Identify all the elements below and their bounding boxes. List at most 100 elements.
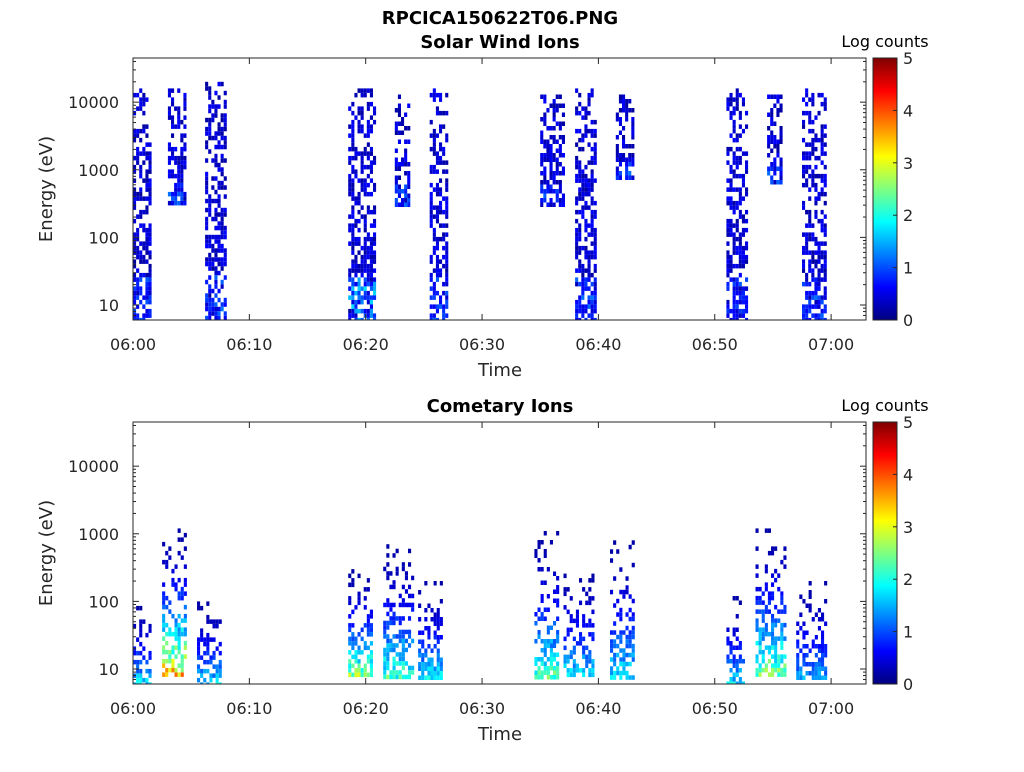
heatmap-cell xyxy=(590,169,594,174)
heatmap-cell xyxy=(805,92,809,98)
heatmap-cell xyxy=(174,582,178,587)
heatmap-cell xyxy=(373,254,377,260)
heatmap-cell xyxy=(799,612,803,617)
heatmap-cell xyxy=(220,153,224,159)
heatmap-cell xyxy=(404,661,408,666)
heatmap-cell xyxy=(783,672,787,677)
heatmap-cell xyxy=(439,205,443,210)
heatmap-cell xyxy=(357,241,361,246)
heatmap-cell xyxy=(369,191,373,197)
heatmap-cell xyxy=(174,631,178,637)
heatmap-cell xyxy=(209,677,213,683)
heatmap-cell xyxy=(543,639,547,644)
heatmap-cell xyxy=(218,668,222,674)
heatmap-cell xyxy=(148,250,152,255)
heatmap-cell xyxy=(357,124,361,129)
heatmap-cell xyxy=(427,662,431,667)
heatmap-cell xyxy=(351,308,355,314)
heatmap-cell xyxy=(220,171,224,177)
heatmap-cell xyxy=(145,259,149,264)
heatmap-cell xyxy=(771,550,775,556)
heatmap-cell xyxy=(436,626,440,631)
heatmap-cell xyxy=(139,290,143,296)
heatmap-cell xyxy=(439,146,443,152)
heatmap-cell xyxy=(142,97,146,102)
heatmap-cell xyxy=(761,600,765,605)
heatmap-cell xyxy=(208,288,212,294)
heatmap-cell xyxy=(625,643,629,649)
heatmap-cell xyxy=(817,608,821,613)
heatmap-cell xyxy=(133,92,137,98)
heatmap-cell xyxy=(386,562,390,567)
heatmap-cell xyxy=(546,189,550,194)
heatmap-cell xyxy=(139,169,143,174)
heatmap-cell xyxy=(817,317,821,320)
heatmap-cell xyxy=(369,250,373,255)
heatmap-cell xyxy=(587,263,591,269)
heatmap-cell xyxy=(429,286,433,291)
heatmap-cell xyxy=(366,155,370,161)
heatmap-cell xyxy=(200,673,204,678)
heatmap-cell xyxy=(631,130,635,135)
heatmap-cell xyxy=(435,133,439,138)
heatmap-cell xyxy=(537,558,541,563)
heatmap-cell xyxy=(628,643,632,649)
heatmap-cell xyxy=(729,263,733,269)
heatmap-cell xyxy=(162,663,166,668)
heatmap-cell xyxy=(369,650,373,655)
heatmap-cell xyxy=(615,153,619,158)
heatmap-cell xyxy=(808,110,812,116)
heatmap-cell xyxy=(373,286,377,291)
heatmap-cell xyxy=(439,160,443,165)
heatmap-cell xyxy=(814,173,818,179)
heatmap-cell xyxy=(148,155,152,161)
heatmap-cell xyxy=(133,623,137,629)
heatmap-cell xyxy=(348,124,352,129)
heatmap-cell xyxy=(223,248,227,253)
heatmap-cell xyxy=(167,106,171,111)
heatmap-cell xyxy=(811,97,815,102)
heatmap-cell xyxy=(726,308,730,314)
heatmap-cell xyxy=(540,130,544,135)
heatmap-cell xyxy=(171,88,175,93)
heatmap-cell xyxy=(615,117,619,122)
heatmap-cell xyxy=(183,196,187,201)
heatmap-cell xyxy=(566,659,570,664)
heatmap-cell xyxy=(145,272,149,278)
heatmap-cell xyxy=(808,299,812,305)
heatmap-cell xyxy=(386,656,390,662)
heatmap-cell xyxy=(373,236,377,242)
heatmap-cell xyxy=(814,286,818,291)
heatmap-cell xyxy=(796,621,800,626)
heatmap-cell xyxy=(552,103,556,108)
heatmap-cell xyxy=(561,139,565,144)
heatmap-cell xyxy=(587,101,591,107)
heatmap-cell xyxy=(429,200,433,206)
heatmap-cell xyxy=(805,88,809,93)
heatmap-cell xyxy=(732,155,736,161)
heatmap-cell xyxy=(348,308,352,314)
heatmap-cell xyxy=(142,317,146,320)
heatmap-cell xyxy=(369,641,373,646)
heatmap-cell xyxy=(543,121,547,126)
heatmap-cell xyxy=(575,245,579,251)
heatmap-cell xyxy=(582,645,586,651)
heatmap-cell xyxy=(348,155,352,161)
heatmap-cell xyxy=(223,104,227,109)
heatmap-cell xyxy=(220,243,224,249)
heatmap-cell xyxy=(767,94,771,99)
x-tick-label: 06:00 xyxy=(110,699,156,718)
heatmap-cell xyxy=(729,164,733,170)
heatmap-cell xyxy=(741,101,745,107)
heatmap-cell xyxy=(162,622,166,628)
heatmap-cell xyxy=(805,142,809,147)
heatmap-cell xyxy=(205,176,209,181)
heatmap-cell xyxy=(546,670,550,675)
heatmap-cell xyxy=(139,659,143,665)
heatmap-cell xyxy=(817,299,821,305)
heatmap-cell xyxy=(373,218,377,224)
heatmap-cell xyxy=(407,139,411,144)
heatmap-cell xyxy=(220,284,224,289)
heatmap-cell xyxy=(220,117,224,123)
heatmap-cell xyxy=(162,541,166,547)
